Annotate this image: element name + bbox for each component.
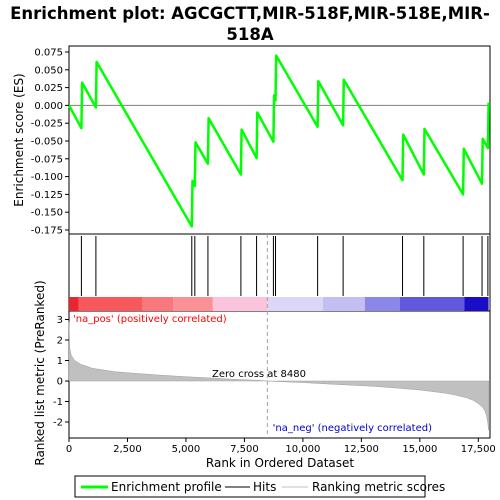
- es-y-tick-label: -0.050: [31, 137, 63, 148]
- es-y-tick-label: -0.175: [31, 226, 63, 237]
- enrichment-profile-curve: [67, 54, 490, 228]
- color-bar-segment: [399, 297, 465, 311]
- es-y-tick-label: -0.150: [31, 208, 63, 219]
- hit-markers: [80, 236, 489, 296]
- metric-y-tick-label: -1: [53, 397, 63, 408]
- color-bar-segment: [267, 297, 323, 311]
- legend-metric-label: Ranking metric scores: [312, 480, 445, 494]
- x-tick-label: 7,500: [230, 444, 259, 455]
- metric-y-tick-label: 2: [57, 336, 63, 347]
- color-bar-segment: [142, 297, 174, 311]
- color-bar-segment: [464, 297, 489, 311]
- legend-hits-label: Hits: [253, 480, 276, 494]
- color-bar-segment: [78, 297, 143, 311]
- color-bar-segment: [212, 297, 268, 311]
- metric-y-tick-label: -2: [53, 418, 63, 429]
- metric-y-tick-label: 0: [57, 377, 63, 388]
- color-bar-segment: [364, 297, 400, 311]
- rank-color-bar: [69, 297, 489, 311]
- metric-y-axis-label: Ranked list metric (PreRanked): [33, 280, 47, 465]
- es-y-axis-label: Enrichment score (ES): [12, 73, 26, 206]
- chart-title-line2: 518A: [226, 25, 273, 44]
- es-y-tick-label: -0.125: [31, 190, 63, 201]
- enrichment-profile-line: [67, 54, 490, 228]
- metric-y-tick-label: 3: [57, 315, 63, 326]
- x-tick-label: 2,500: [113, 444, 142, 455]
- x-axis-ticks: 0 2,500 5,000 7,500 10,000 12,500 15,000 17,500: [66, 438, 496, 455]
- legend-profile-label: Enrichment profile: [111, 480, 222, 494]
- legend: Enrichment profile Hits Ranking metric s…: [74, 475, 445, 498]
- x-tick-label: 15,000: [402, 444, 437, 455]
- negative-correlation-label: 'na_neg' (negatively correlated): [273, 423, 432, 434]
- es-y-tick-label: -0.025: [31, 119, 63, 130]
- metric-y-tick-label: 1: [57, 356, 63, 367]
- x-tick-label: 10,000: [285, 444, 320, 455]
- color-bar-segment: [173, 297, 213, 311]
- positive-correlation-label: 'na_pos' (positively correlated): [73, 314, 227, 325]
- metric-y-axis-ticks: 3 2 1 0 -1 -2: [53, 315, 69, 429]
- x-tick-label: 17,500: [461, 444, 496, 455]
- es-y-axis-ticks: 0.075 0.050 0.025 0.000 -0.025 -0.050 -0.075 -0…: [31, 48, 69, 237]
- es-y-tick-label: -0.100: [31, 172, 63, 183]
- es-y-tick-label: 0.025: [34, 83, 63, 94]
- color-bar-segment: [322, 297, 365, 311]
- chart-title-line1: Enrichment plot: AGCGCTT,MIR-518F,MIR-51…: [10, 4, 490, 23]
- color-bar-segment: [69, 297, 79, 311]
- x-axis-label: Rank in Ordered Dataset: [206, 456, 354, 470]
- ranked-metric-area: [68, 234, 489, 438]
- es-y-tick-label: 0.000: [34, 101, 63, 112]
- x-tick-label: 12,500: [344, 444, 379, 455]
- es-y-tick-label: 0.075: [34, 48, 63, 59]
- x-tick-label: 0: [66, 444, 72, 455]
- ranked-metric-fill: [68, 321, 489, 431]
- es-y-tick-label: -0.075: [31, 154, 63, 165]
- x-tick-label: 5,000: [172, 444, 201, 455]
- es-y-tick-label: 0.050: [34, 65, 63, 76]
- es-panel-frame: [68, 45, 491, 235]
- zero-cross-label: Zero cross at 8480: [212, 369, 306, 380]
